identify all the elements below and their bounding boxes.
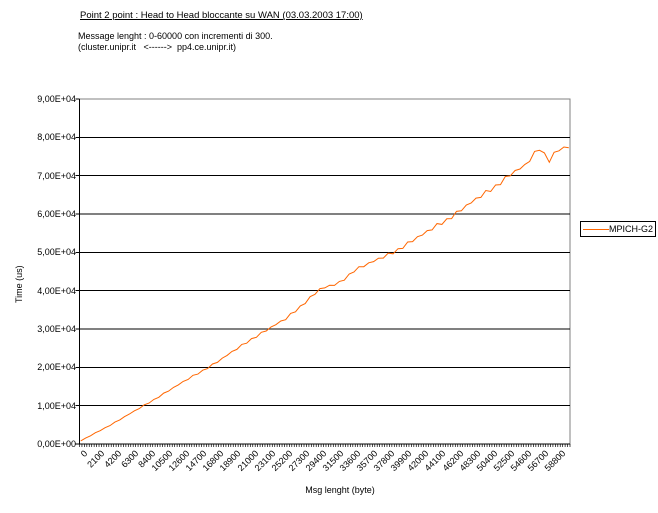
x-tick-marks bbox=[79, 444, 571, 447]
y-tick-label: 1,00E+04 bbox=[37, 400, 76, 411]
legend: MPICH-G2 bbox=[580, 221, 656, 237]
axis-lines bbox=[79, 99, 570, 445]
y-tick-label: 4,00E+04 bbox=[37, 285, 76, 296]
y-tick-label: 6,00E+04 bbox=[37, 209, 76, 219]
x-axis-title: Msg lenght (byte) bbox=[305, 485, 375, 495]
y-tick-label: 7,00E+04 bbox=[37, 170, 76, 181]
y-tick-label: 3,00E+04 bbox=[37, 324, 76, 334]
y-tick-marks bbox=[75, 98, 80, 445]
gridlines bbox=[79, 136, 570, 407]
chart-subtitle-line2: (cluster.unipr.it <------> pp4.ce.unipr.… bbox=[78, 42, 237, 52]
y-tick-label: 9,00E+04 bbox=[37, 94, 76, 104]
chart-title: Point 2 point : Head to Head bloccante s… bbox=[80, 10, 363, 21]
legend-series-label: MPICH-G2 bbox=[609, 224, 654, 234]
chart-subtitle-line1: Message lenght : 0-60000 con incrementi … bbox=[78, 31, 273, 41]
series-line-mpich-g2 bbox=[80, 146, 569, 442]
legend-line-swatch bbox=[583, 228, 609, 230]
y-tick-label: 2,00E+04 bbox=[37, 362, 76, 373]
plot-border bbox=[79, 98, 571, 445]
y-tick-label: 5,00E+04 bbox=[37, 247, 76, 258]
y-tick-label: 8,00E+04 bbox=[37, 132, 76, 143]
y-tick-label: 0,00E+00 bbox=[37, 439, 76, 449]
